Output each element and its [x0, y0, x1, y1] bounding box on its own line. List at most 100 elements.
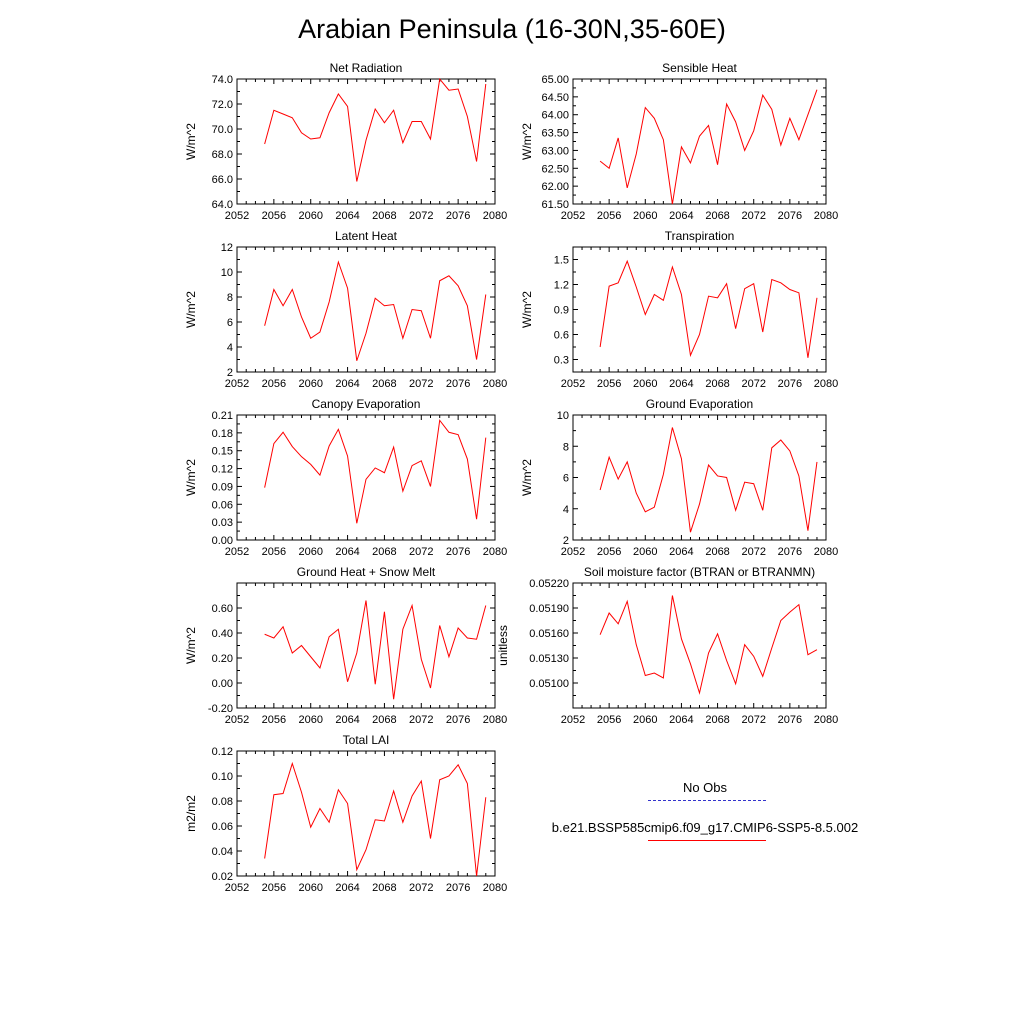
- x-tick-label: 2060: [633, 714, 657, 726]
- y-axis-label: W/m^2: [520, 459, 534, 496]
- legend-label-obs: No Obs: [682, 780, 728, 795]
- y-tick-label: 63.50: [541, 128, 569, 140]
- y-tick-label: 0.60: [212, 603, 233, 615]
- y-tick-label: 61.50: [541, 199, 569, 211]
- y-tick-label: 0.05100: [529, 678, 569, 690]
- y-axis-label: W/m^2: [184, 291, 198, 328]
- x-tick-label: 2052: [225, 378, 249, 390]
- y-tick-label: 64.00: [541, 110, 569, 122]
- x-tick-label: 2076: [778, 714, 802, 726]
- x-tick-label: 2060: [298, 714, 322, 726]
- x-tick-label: 2072: [409, 210, 433, 222]
- y-tick-label: 1.5: [554, 255, 569, 267]
- plot-frame: [572, 582, 827, 709]
- x-tick-label: 2064: [335, 210, 359, 222]
- y-tick-label: 0.6: [554, 330, 569, 342]
- panel-title: Soil moisture factor (BTRAN or BTRANMN): [584, 565, 815, 579]
- x-tick-label: 2076: [778, 210, 802, 222]
- x-tick-label: 2080: [483, 210, 507, 222]
- x-tick-label: 2072: [741, 714, 765, 726]
- legend-label-model: b.e21.BSSP585cmip6.f09_g17.CMIP6-SSP5-8.…: [551, 820, 859, 835]
- panel-title: Net Radiation: [330, 61, 403, 75]
- x-tick-label: 2064: [669, 210, 693, 222]
- x-tick-label: 2056: [262, 210, 286, 222]
- x-tick-label: 2080: [483, 378, 507, 390]
- y-tick-label: 6: [227, 317, 233, 329]
- series-line: [599, 427, 818, 533]
- series-line: [599, 595, 818, 695]
- y-tick-label: 64.0: [212, 199, 233, 211]
- legend-item-model: b.e21.BSSP585cmip6.f09_g17.CMIP6-SSP5-8.…: [530, 820, 880, 860]
- x-tick-label: 2068: [372, 210, 396, 222]
- panel-title: Canopy Evaporation: [312, 397, 421, 411]
- x-tick-label: 2076: [446, 378, 470, 390]
- y-tick-label: 0.09: [212, 481, 233, 493]
- x-tick-label: 2064: [669, 378, 693, 390]
- x-tick-label: 2064: [335, 882, 359, 894]
- x-tick-label: 2052: [225, 210, 249, 222]
- x-tick-label: 2060: [633, 546, 657, 558]
- y-tick-label: 0.40: [212, 628, 233, 640]
- y-tick-label: 0.12: [212, 464, 233, 476]
- x-tick-label: 2072: [741, 210, 765, 222]
- x-tick-label: 2072: [409, 378, 433, 390]
- y-tick-label: 2: [563, 535, 569, 547]
- x-tick-label: 2076: [778, 378, 802, 390]
- y-tick-label: 0.03: [212, 517, 233, 529]
- x-tick-label: 2056: [597, 714, 621, 726]
- x-tick-label: 2064: [335, 714, 359, 726]
- panel-title: Total LAI: [343, 733, 390, 747]
- y-tick-label: 1.2: [554, 280, 569, 292]
- y-tick-label: 2: [227, 367, 233, 379]
- y-tick-label: 0.04: [212, 846, 233, 858]
- y-tick-label: 72.0: [212, 99, 233, 111]
- x-tick-label: 2056: [597, 210, 621, 222]
- y-tick-label: 4: [227, 342, 233, 354]
- x-tick-label: 2076: [446, 714, 470, 726]
- x-tick-label: 2056: [262, 714, 286, 726]
- x-tick-label: 2072: [409, 882, 433, 894]
- y-tick-label: 0.18: [212, 428, 233, 440]
- x-tick-label: 2064: [669, 546, 693, 558]
- x-tick-label: 2080: [483, 882, 507, 894]
- plot-frame: [572, 78, 827, 205]
- y-tick-label: 0.3: [554, 355, 569, 367]
- x-tick-label: 2056: [262, 546, 286, 558]
- x-tick-label: 2060: [298, 210, 322, 222]
- plot-frame: [236, 246, 496, 373]
- legend: No Obs b.e21.BSSP585cmip6.f09_g17.CMIP6-…: [530, 780, 880, 860]
- x-tick-label: 2080: [483, 546, 507, 558]
- plot-frame: [236, 750, 496, 877]
- legend-line-model: [648, 840, 766, 841]
- y-tick-label: 0.12: [212, 746, 233, 758]
- y-tick-label: 0.21: [212, 410, 233, 422]
- legend-line-obs: [648, 800, 766, 801]
- y-tick-label: 10: [221, 267, 233, 279]
- x-tick-label: 2056: [597, 546, 621, 558]
- y-tick-label: 8: [227, 292, 233, 304]
- x-tick-label: 2056: [262, 378, 286, 390]
- x-tick-label: 2064: [669, 714, 693, 726]
- y-tick-label: 4: [563, 504, 569, 516]
- x-tick-label: 2072: [741, 378, 765, 390]
- x-tick-label: 2052: [561, 378, 585, 390]
- y-tick-label: 0.15: [212, 446, 233, 458]
- x-tick-label: 2052: [561, 714, 585, 726]
- y-tick-label: 0.9: [554, 305, 569, 317]
- y-axis-label: W/m^2: [520, 291, 534, 328]
- x-tick-label: 2076: [778, 546, 802, 558]
- x-tick-label: 2060: [298, 882, 322, 894]
- x-tick-label: 2052: [225, 714, 249, 726]
- x-tick-label: 2052: [561, 210, 585, 222]
- y-tick-label: 6: [563, 473, 569, 485]
- y-tick-label: 63.00: [541, 145, 569, 157]
- y-tick-label: 0.05160: [529, 628, 569, 640]
- panel-title: Transpiration: [665, 229, 735, 243]
- y-tick-label: 0.05190: [529, 603, 569, 615]
- y-tick-label: 0.00: [212, 678, 233, 690]
- x-tick-label: 2056: [262, 882, 286, 894]
- x-tick-label: 2060: [298, 378, 322, 390]
- x-tick-label: 2060: [633, 378, 657, 390]
- x-tick-label: 2080: [483, 714, 507, 726]
- y-tick-label: -0.20: [208, 703, 233, 715]
